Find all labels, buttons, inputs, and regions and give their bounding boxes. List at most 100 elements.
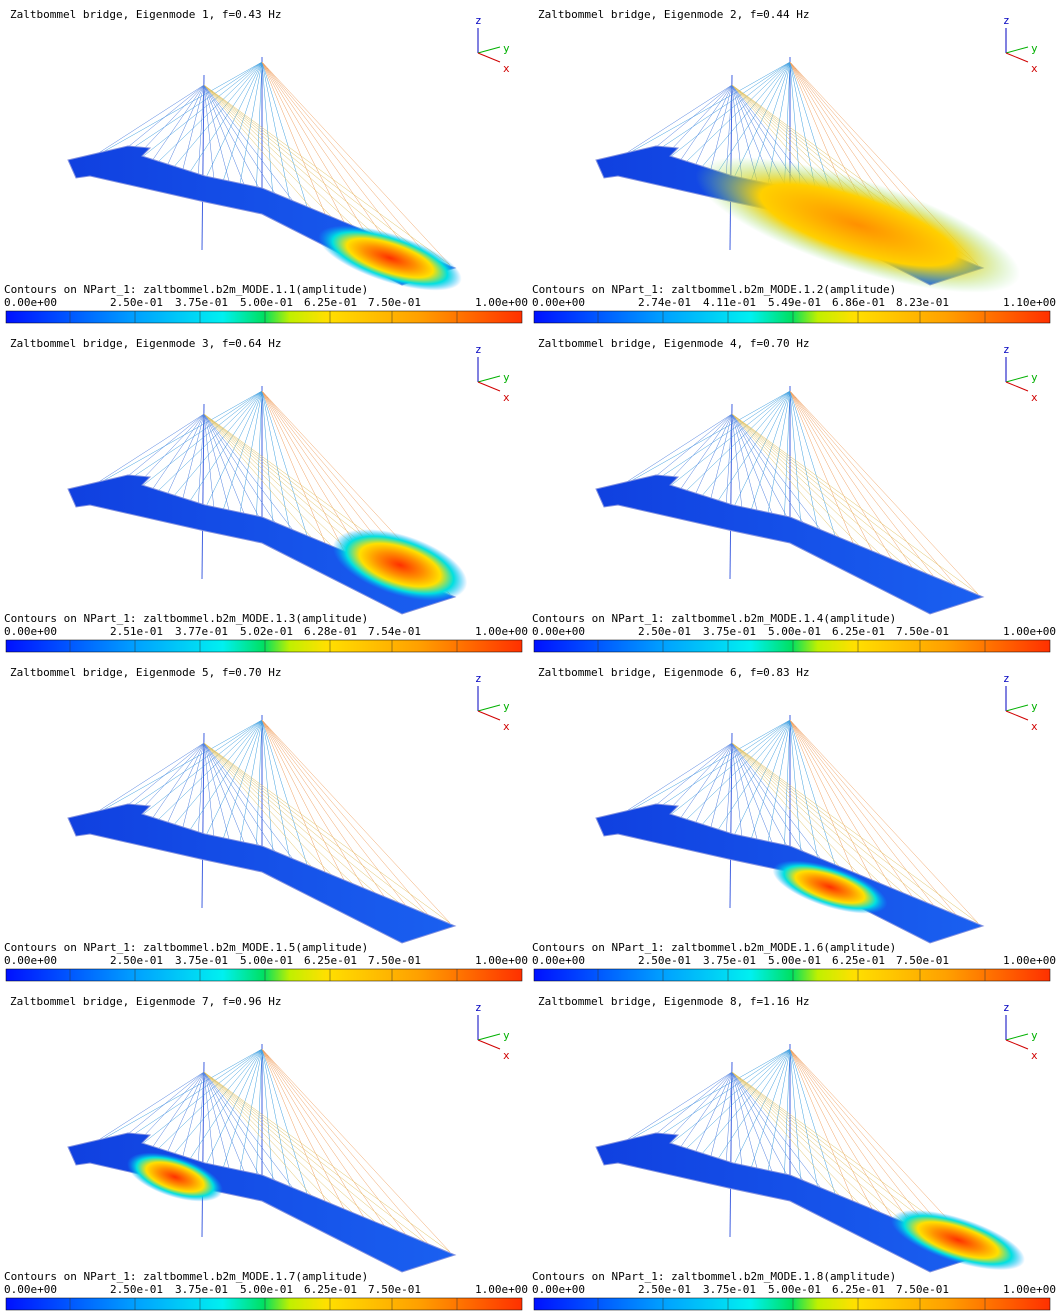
scale-label: 6.25e-01 [832,954,885,967]
scale-label: 0.00e+00 [532,296,585,309]
scale-label: 6.25e-01 [832,1283,885,1296]
cable [157,1048,263,1174]
cable [789,390,803,547]
axis-y [477,704,501,712]
cable [607,413,733,495]
scale-label: 2.50e-01 [638,625,691,638]
cable [789,390,901,574]
cable [261,1048,275,1205]
scale-label: 2.50e-01 [638,1283,691,1296]
scale-label: 1.00e+00 [1003,954,1056,967]
scale-label: 0.00e+00 [4,625,57,638]
panel-title: Zaltbommel bridge, Eigenmode 5, f=0.70 H… [10,666,282,679]
mode-panel: Zaltbommel bridge, Eigenmode 2, f=0.44 H… [532,8,1056,324]
axis-label: y [503,700,510,713]
mode-panel: Zaltbommel bridge, Eigenmode 8, f=1.16 H… [532,995,1056,1311]
cable [607,84,733,166]
cable [261,1048,412,1242]
cable [705,390,791,521]
scale-label: 3.75e-01 [175,1283,228,1296]
axis-x [1005,381,1029,392]
scale-label: 0.00e+00 [4,1283,57,1296]
axis-label: z [1003,14,1010,27]
contour-label: Contours on NPart_1: zaltbommel.b2m_MODE… [532,283,896,296]
scale-label: 2.74e-01 [638,296,691,309]
axis-label: z [475,14,482,27]
scale-label: 5.49e-01 [768,296,821,309]
cable [203,1071,451,1253]
cable [157,61,263,187]
cable [744,719,791,860]
cable [261,61,353,239]
cable [261,390,334,563]
cable [705,719,791,850]
cable [203,1071,353,1226]
axis-y [1005,1033,1029,1041]
cable [789,390,979,595]
cable [261,719,334,892]
pylon [201,403,205,580]
amplitude-hotspot [695,157,1021,293]
scale-label: 0.00e+00 [4,954,57,967]
contour-label: Contours on NPart_1: zaltbommel.b2m_MODE… [532,612,896,625]
cable [789,390,920,579]
cable [731,413,940,584]
axis-label: z [475,672,482,685]
axis-y [477,375,501,383]
cable [203,1071,392,1237]
cable [177,1048,263,1179]
cable [789,1048,940,1242]
scale-label: 5.00e-01 [768,625,821,638]
cable [607,390,791,495]
cable [607,1071,733,1153]
cable [261,719,275,876]
cable [196,61,263,197]
panel-title: Zaltbommel bridge, Eigenmode 2, f=0.44 H… [538,8,810,21]
pylon [201,732,205,909]
panel-title: Zaltbommel bridge, Eigenmode 4, f=0.70 H… [538,337,810,350]
contour-label: Contours on NPart_1: zaltbommel.b2m_MODE… [532,941,896,954]
deck [595,803,985,944]
amplitude-hotspot [318,225,462,291]
cable [607,1048,791,1153]
cable [731,413,901,574]
cable [731,742,959,918]
cable [261,719,431,918]
cable [203,84,353,239]
axis-label: x [503,62,510,75]
scale-label: 0.00e+00 [532,954,585,967]
cable [261,1048,431,1247]
cable [731,742,940,913]
axis-y [477,1033,501,1041]
cable [157,390,263,516]
cable [203,1071,431,1247]
cable [261,719,353,897]
cable [157,719,263,845]
scale-label: 6.28e-01 [304,625,357,638]
axis-label: z [1003,1001,1010,1014]
cable [789,390,881,568]
scale-label: 1.10e+00 [1003,296,1056,309]
axis-label: x [1031,1049,1038,1062]
axis-x [1005,1039,1029,1050]
cable [724,1048,791,1184]
axis-label: y [503,1029,510,1042]
cable [789,719,979,924]
cable [203,742,412,913]
axis-label: x [503,391,510,404]
axis-label: y [1031,700,1038,713]
cable [261,1048,314,1216]
cable [685,1048,791,1174]
cable [261,719,412,913]
cable [789,1048,842,1216]
cable [731,742,881,897]
cable [261,719,451,924]
scale-label: 2.50e-01 [638,954,691,967]
cable [79,390,263,495]
colorbar [533,1297,1051,1311]
cable [216,61,263,202]
cable [203,84,392,250]
contour-label: Contours on NPart_1: zaltbommel.b2m_MODE… [4,283,368,296]
scale-label: 0.00e+00 [532,1283,585,1296]
